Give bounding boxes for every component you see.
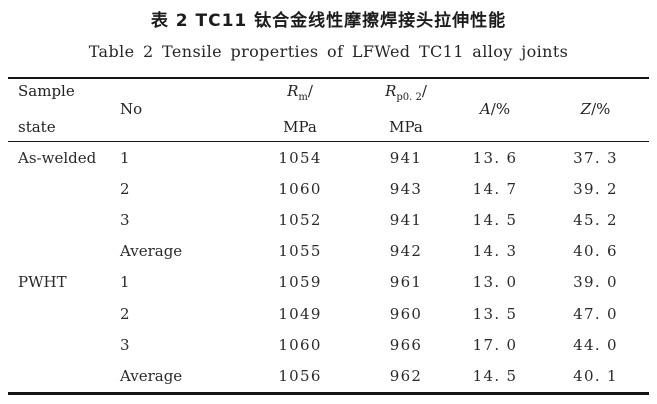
cell-z: 47. 0: [573, 304, 618, 323]
header-cell-rp02: Rp0. 2/ MPa: [364, 79, 448, 141]
cell-a: 14. 5: [472, 366, 518, 385]
table-caption-zh: 表 2 TC11 钛合金线性摩擦焊接头拉伸性能: [150, 11, 507, 31]
table-row: 3 1060 966 17. 0 44. 0: [8, 329, 649, 360]
cell-rp02: 941: [389, 210, 423, 229]
header-cell-sample-state: Sample state: [8, 79, 112, 141]
header-rp02-unit: MPa: [389, 117, 423, 136]
cell-rm: 1060: [278, 179, 322, 198]
cell-a: 14. 3: [472, 242, 518, 261]
tensile-properties-table: Sample state No Rm/ MPa Rp0. 2/ MPa A/% …: [8, 77, 649, 395]
header-rm-subscript: m: [298, 92, 308, 103]
table-row: As-welded 1 1054 941 13. 6 37. 3: [8, 142, 649, 173]
cell-rm: 1060: [278, 335, 322, 354]
cell-rp02: 943: [389, 179, 423, 198]
cell-a: 14. 7: [472, 179, 518, 198]
cell-z: 45. 2: [573, 210, 618, 229]
header-sample-line1: Sample: [18, 82, 75, 100]
cell-rm: 1052: [278, 210, 322, 229]
cell-rm: 1054: [278, 148, 322, 167]
header-cell-no: No: [112, 79, 236, 141]
cell-z: 39. 2: [573, 179, 618, 198]
header-rm-unit: MPa: [283, 117, 317, 136]
header-rm-symbol: R: [287, 82, 299, 100]
header-sample-line2: state: [18, 117, 56, 136]
header-cell-elongation: A/%: [448, 79, 542, 141]
header-z-unit: /%: [591, 99, 611, 118]
header-rm-slash: /: [307, 82, 313, 100]
header-cell-reduction: Z/%: [542, 79, 649, 141]
cell-a: 17. 0: [472, 335, 518, 354]
header-no-label: No: [120, 99, 143, 118]
header-rp02-slash: /: [421, 82, 427, 100]
table-header-row: Sample state No Rm/ MPa Rp0. 2/ MPa A/% …: [8, 79, 649, 142]
cell-no: 2: [120, 179, 130, 198]
header-a-unit: /%: [490, 99, 511, 118]
cell-no: 3: [120, 335, 130, 354]
cell-a: 13. 0: [472, 273, 518, 292]
cell-rm: 1056: [278, 366, 322, 385]
cell-no: Average: [120, 242, 183, 261]
cell-z: 44. 0: [573, 335, 618, 354]
cell-no: Average: [120, 366, 183, 385]
table-row: 3 1052 941 14. 5 45. 2: [8, 204, 649, 235]
cell-a: 13. 6: [472, 148, 518, 167]
cell-rp02: 961: [389, 273, 423, 292]
table-caption-en: Table 2 Tensile properties of LFWed TC11…: [88, 42, 569, 61]
header-z-symbol: Z: [580, 99, 592, 118]
cell-rm: 1055: [278, 242, 322, 261]
cell-no: 1: [120, 148, 130, 167]
cell-rm: 1049: [278, 304, 322, 323]
table-row: 2 1049 960 13. 5 47. 0: [8, 298, 649, 329]
table-row: PWHT 1 1059 961 13. 0 39. 0: [8, 267, 649, 298]
cell-z: 37. 3: [573, 148, 618, 167]
cell-rp02: 942: [389, 242, 423, 261]
cell-a: 14. 5: [472, 210, 518, 229]
header-cell-rm: Rm/ MPa: [236, 79, 364, 141]
cell-sample-state: PWHT: [18, 273, 67, 292]
cell-z: 40. 6: [573, 242, 618, 261]
header-rp02-symbol: R: [385, 82, 397, 100]
header-rp02-subscript: p0. 2: [396, 92, 422, 103]
cell-no: 1: [120, 273, 130, 292]
cell-rp02: 960: [389, 304, 423, 323]
cell-sample-state: As-welded: [18, 148, 97, 167]
cell-z: 40. 1: [573, 366, 618, 385]
cell-a: 13. 5: [472, 304, 518, 323]
cell-rm: 1059: [278, 273, 322, 292]
cell-no: 2: [120, 304, 130, 323]
cell-rp02: 962: [389, 366, 423, 385]
cell-no: 3: [120, 210, 130, 229]
table-row: 2 1060 943 14. 7 39. 2: [8, 173, 649, 204]
cell-z: 39. 0: [573, 273, 618, 292]
cell-rp02: 966: [389, 335, 423, 354]
cell-rp02: 941: [389, 148, 423, 167]
header-a-symbol: A: [479, 99, 491, 118]
table-row: Average 1056 962 14. 5 40. 1: [8, 360, 649, 391]
table-row: Average 1055 942 14. 3 40. 6: [8, 236, 649, 267]
